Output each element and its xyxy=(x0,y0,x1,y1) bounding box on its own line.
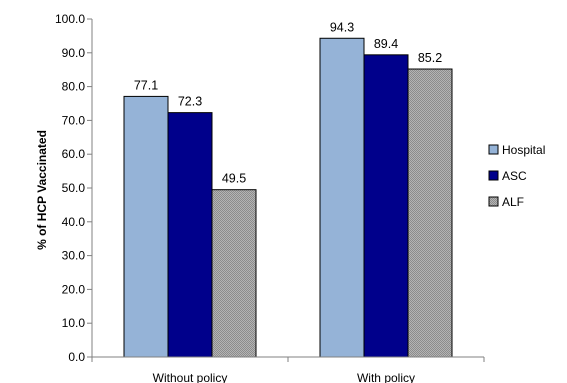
y-tick-label: 50.0 xyxy=(62,181,86,195)
bar-asc-1 xyxy=(167,112,213,358)
legend-label: ALF xyxy=(502,195,524,209)
legend-label: ASC xyxy=(502,169,527,183)
legend-label: Hospital xyxy=(502,143,545,157)
y-tick-label: 40.0 xyxy=(62,215,86,229)
data-labels: 77.1 72.3 49.5 94.3 89.4 85.2 xyxy=(134,20,442,185)
bar-alf-2 xyxy=(407,68,453,358)
category-label: With policy xyxy=(357,371,415,383)
y-tick-label: 0.0 xyxy=(68,350,85,364)
bar-alf-1 xyxy=(211,189,257,358)
y-tick-label: 80.0 xyxy=(62,80,86,94)
data-label: 94.3 xyxy=(330,20,354,34)
y-tick-label: 60.0 xyxy=(62,147,86,161)
y-axis-label: % of HCP Vaccinated xyxy=(35,130,49,250)
bar-asc-2 xyxy=(363,54,409,358)
y-tick-label: 70.0 xyxy=(62,113,86,127)
axes xyxy=(91,19,485,362)
data-label: 49.5 xyxy=(222,172,246,186)
category-label: Without policy xyxy=(153,371,228,383)
data-label: 77.1 xyxy=(134,78,158,92)
y-tick-label: 10.0 xyxy=(62,316,86,330)
data-label: 89.4 xyxy=(374,37,398,51)
y-tick-label: 100.0 xyxy=(55,12,85,26)
y-tick-label: 90.0 xyxy=(62,46,86,60)
data-label: 85.2 xyxy=(418,51,442,65)
y-axis-ticks: 0.0 10.0 20.0 30.0 40.0 50.0 60.0 70.0 80.0 90.0 1… xyxy=(55,12,92,364)
bar-hospital-1 xyxy=(123,95,169,358)
bar-hospital-2 xyxy=(319,37,365,358)
data-label: 72.3 xyxy=(178,95,202,109)
category-labels: Without policy With policy xyxy=(153,371,415,383)
legend-swatch xyxy=(488,196,499,207)
bars xyxy=(123,37,453,358)
y-tick-label: 30.0 xyxy=(62,249,86,263)
legend: Hospital ASC ALF xyxy=(488,143,545,209)
legend-swatch xyxy=(488,144,499,155)
y-tick-label: 20.0 xyxy=(62,282,86,296)
legend-swatch xyxy=(488,170,499,181)
